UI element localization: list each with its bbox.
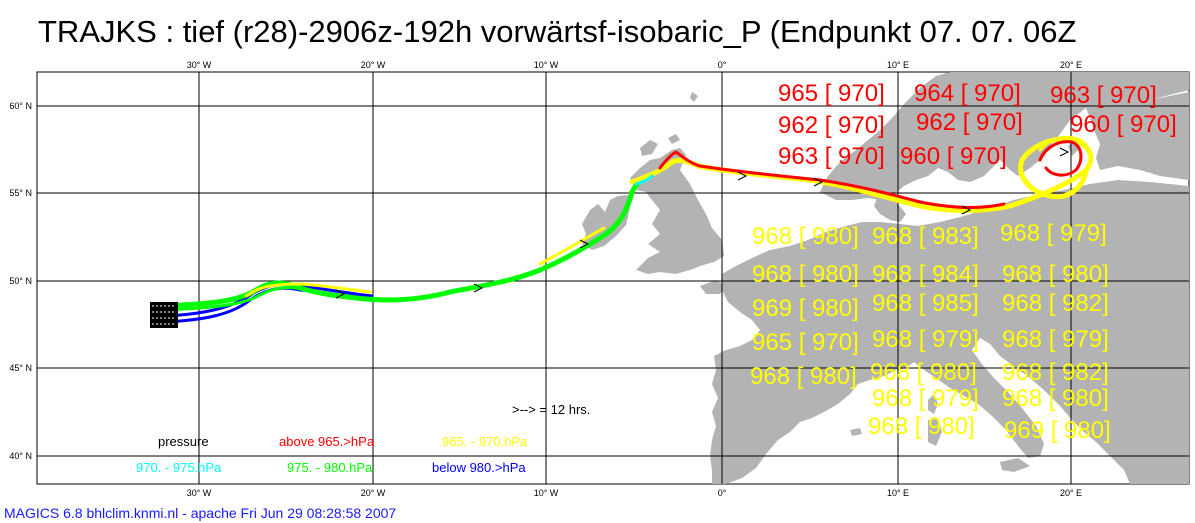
lon-label-bottom: 30° W: [187, 488, 212, 498]
time-arrow: [1059, 147, 1070, 157]
pressure-label: 969 [ 980]: [752, 295, 859, 322]
time-arrows: [335, 147, 1070, 299]
time-arrow: [579, 239, 590, 249]
balearics: [850, 428, 862, 436]
map-title: TRAJKS : tief (r28)-2906z-192h vorwärtsf…: [38, 14, 1077, 49]
footer-credit: MAGICS 6.8 bhlclim.knmi.nl - apache Fri …: [4, 505, 397, 521]
pressure-label: 968 [ 979]: [1002, 326, 1109, 353]
lat-label: 45° N: [9, 363, 32, 373]
pressure-label: 968 [ 980]: [1002, 385, 1109, 412]
pressure-label: 968 [ 979]: [872, 385, 979, 412]
pressure-label: 968 [ 980]: [752, 261, 859, 288]
pressure-label: 960 [ 970]: [900, 143, 1007, 170]
pressure-label: 968 [ 979]: [872, 326, 979, 353]
legend-title: pressure: [158, 434, 209, 449]
lon-label-bottom: 0°: [718, 488, 727, 498]
legend-below: below 980.>hPa: [432, 460, 526, 475]
lon-label-top: 20° E: [1060, 60, 1082, 70]
pressure-label: 962 [ 970]: [916, 109, 1023, 136]
pressure-label: 969 [ 980]: [1004, 417, 1111, 444]
pressure-label: 968 [ 979]: [1000, 220, 1107, 247]
pressure-label: 968 [ 984]: [872, 261, 979, 288]
pressure-labels-red: 965 [ 970] 964 [ 970] 963 [ 970] 962 [ 9…: [778, 80, 1177, 170]
time-scale-note: >--> = 12 hrs.: [512, 402, 590, 417]
brittany: [700, 280, 726, 294]
ireland: [582, 195, 630, 250]
shetland: [690, 92, 698, 102]
lat-label: 50° N: [9, 276, 32, 286]
graticule: [37, 72, 1189, 484]
orkney: [668, 134, 680, 144]
time-arrow: [473, 283, 484, 293]
pressure-labels-yellow: 968 [ 980] 968 [ 983] 968 [ 979] 968 [ 9…: [750, 220, 1111, 444]
time-arrow: [961, 205, 972, 215]
pressure-label: 964 [ 970]: [914, 80, 1021, 107]
pressure-label: 968 [ 982]: [1002, 359, 1109, 386]
trajectory-green: [164, 286, 308, 312]
lon-label-bottom: 20° E: [1060, 488, 1082, 498]
trajectory-yellow: [1038, 135, 1092, 174]
legend-970-975: 970. - 975.hPa: [136, 460, 222, 475]
lon-label-top: 30° W: [187, 60, 212, 70]
lat-label: 60° N: [9, 101, 32, 111]
time-arrow: [737, 171, 748, 181]
trajectories: [163, 135, 1094, 324]
pressure-label: 968 [ 982]: [1002, 290, 1109, 317]
pressure-label: 968 [ 980]: [870, 359, 977, 386]
trajectory-yellow: [244, 282, 372, 298]
continental-europe: [710, 180, 1189, 484]
trajectory-cyan: [634, 174, 654, 186]
trajectory-yellow: [538, 226, 606, 266]
trajectory-red: [1038, 140, 1083, 177]
start-marker: [150, 302, 178, 328]
axis-labels: 30° W 20° W 10° W 0° 10° E 20° E 30° W 2…: [9, 60, 1082, 498]
sardinia: [928, 418, 942, 446]
pressure-label: 963 [ 970]: [1050, 82, 1157, 109]
great-britain: [630, 148, 724, 274]
corsica: [928, 394, 938, 414]
pressure-label: 968 [ 985]: [872, 290, 979, 317]
sicily: [1000, 458, 1030, 472]
lat-label: 55° N: [9, 188, 32, 198]
lon-label-bottom: 10° E: [887, 488, 909, 498]
pressure-label: 968 [ 980]: [752, 223, 859, 250]
time-arrow: [335, 289, 346, 299]
scottish-isles: [640, 140, 658, 156]
legend-above: above 965.>hPa: [279, 434, 375, 449]
pressure-label: 968 [ 980]: [1002, 261, 1109, 288]
legend: pressure above 965.>hPa 965. - 970.hPa 9…: [136, 434, 528, 475]
pressure-label: 965 [ 970]: [752, 329, 859, 356]
lon-label-top: 10° E: [887, 60, 909, 70]
legend-965-970: 965. - 970.hPa: [442, 434, 528, 449]
pressure-label: 962 [ 970]: [778, 112, 885, 139]
pressure-label: 968 [ 980]: [868, 413, 975, 440]
trajectory-red: [658, 150, 1006, 210]
lon-label-top: 20° W: [361, 60, 386, 70]
lon-label-bottom: 20° W: [361, 488, 386, 498]
legend-975-980: 975. - 980.hPa: [287, 460, 373, 475]
pressure-label: 963 [ 970]: [778, 143, 885, 170]
lon-label-top: 0°: [718, 60, 727, 70]
lon-label-bottom: 10° W: [534, 488, 559, 498]
land-masses: [582, 72, 1189, 484]
pressure-label: 968 [ 983]: [872, 223, 979, 250]
pressure-label: 965 [ 970]: [778, 80, 885, 107]
pressure-label: 968 [ 980]: [750, 363, 857, 390]
lat-label: 40° N: [9, 451, 32, 461]
finland-baltic: [1086, 92, 1189, 180]
pressure-label: 960 [ 970]: [1070, 111, 1177, 138]
scandinavia: [820, 72, 1189, 200]
time-arrow: [813, 177, 824, 187]
lon-label-top: 10° W: [534, 60, 559, 70]
